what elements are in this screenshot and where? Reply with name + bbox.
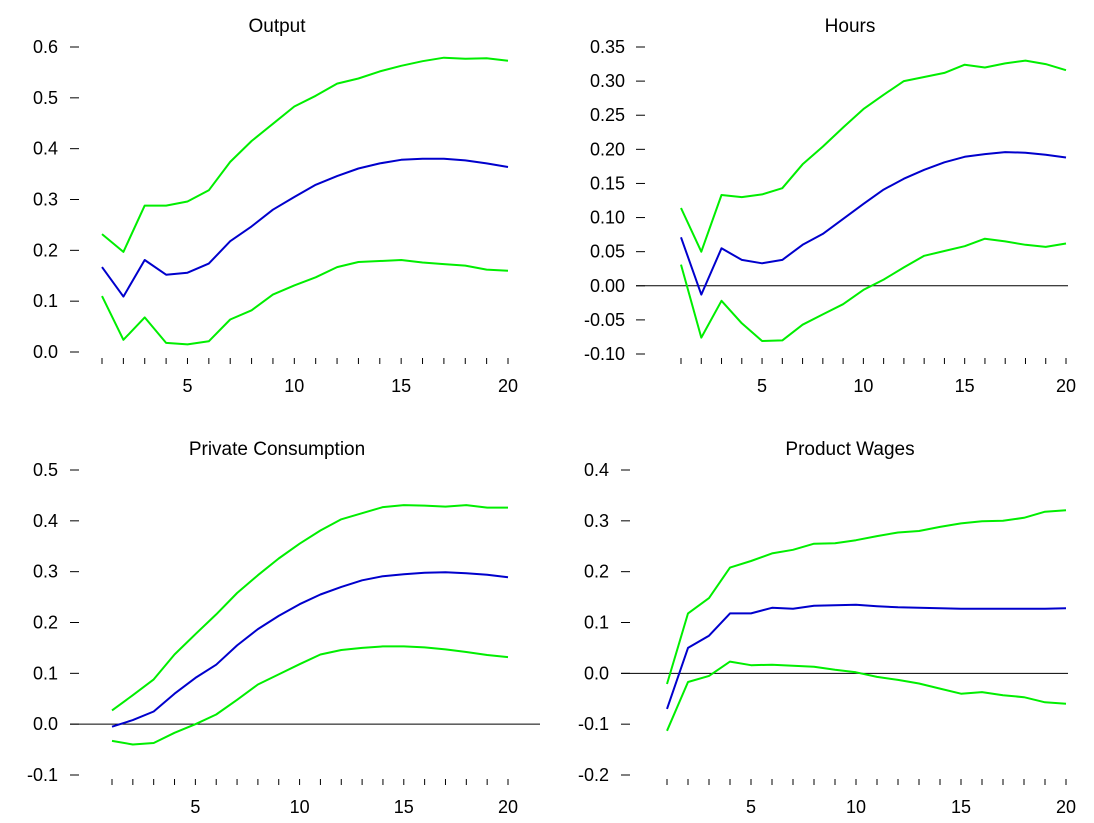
series-line-median <box>111 571 509 728</box>
x-tick-label: 20 <box>498 797 518 817</box>
y-tick-label: 0.1 <box>33 291 58 311</box>
y-tick-label: 0.10 <box>590 208 625 228</box>
y-tick-label: -0.1 <box>27 765 58 785</box>
series-line-lower <box>101 259 509 346</box>
y-tick-label: 0.3 <box>33 190 58 210</box>
y-tick-label: -0.05 <box>584 310 625 330</box>
x-tick-label: 20 <box>1056 376 1076 396</box>
x-tick-label: 10 <box>290 797 310 817</box>
y-tick-label: 0.2 <box>584 562 609 582</box>
x-tick-label: 10 <box>846 797 866 817</box>
series-line-upper <box>101 56 509 253</box>
x-tick-label: 5 <box>757 376 767 396</box>
x-tick-label: 5 <box>190 797 200 817</box>
y-tick-label: 0.15 <box>590 173 625 193</box>
y-tick-label: 0.4 <box>584 460 609 480</box>
x-tick-label: 5 <box>746 797 756 817</box>
x-tick-label: 15 <box>951 797 971 817</box>
y-tick-label: 0.1 <box>584 613 609 633</box>
series-line-median <box>666 603 1067 710</box>
x-tick-label: 15 <box>391 376 411 396</box>
series-line-median <box>101 157 509 298</box>
x-tick-label: 15 <box>955 376 975 396</box>
panel-title: Output <box>248 16 306 37</box>
y-tick-label: 0.0 <box>33 714 58 734</box>
y-tick-label: 0.2 <box>33 613 58 633</box>
y-tick-label: 0.6 <box>33 37 58 57</box>
panel-title: Product Wages <box>785 439 914 460</box>
y-tick-label: 0.5 <box>33 88 58 108</box>
y-tick-label: 0.2 <box>33 240 58 260</box>
y-tick-label: 0.35 <box>590 37 625 57</box>
x-tick-label: 20 <box>1056 797 1076 817</box>
series-line-median <box>680 151 1067 296</box>
y-tick-label: 0.4 <box>33 511 58 531</box>
panel-title: Private Consumption <box>189 439 365 460</box>
y-tick-label: 0.5 <box>33 460 58 480</box>
y-tick-label: 0.20 <box>590 139 625 159</box>
x-tick-label: 15 <box>394 797 414 817</box>
panel-1: Output 0.0 0.1 0.2 0.3 0.4 0.5 0.6 5 10 15 20 <box>33 16 518 396</box>
y-tick-label: 0.25 <box>590 105 625 125</box>
y-tick-label: 0.0 <box>584 663 609 683</box>
y-tick-label: 0.3 <box>33 562 58 582</box>
y-tick-label: 0.00 <box>590 276 625 296</box>
series-line-lower <box>666 660 1067 732</box>
x-tick-label: 20 <box>498 376 518 396</box>
series-line-lower <box>680 237 1067 342</box>
y-tick-label: 0.1 <box>33 663 58 683</box>
series-line-upper <box>666 509 1067 685</box>
y-tick-label: 0.05 <box>590 242 625 262</box>
panel-4: Product Wages -0.2 -0.1 0.0 0.1 0.2 0.3 0.4 5 10 1… <box>578 439 1076 817</box>
x-tick-label: 5 <box>182 376 192 396</box>
series-line-upper <box>111 504 508 712</box>
y-tick-label: 0.30 <box>590 71 625 91</box>
panel-2: Hours -0.10 -0.05 0.00 0.05 0.10 0.15 0.20 0.25 0… <box>584 16 1076 396</box>
x-tick-label: 10 <box>853 376 873 396</box>
y-tick-label: -0.2 <box>578 765 609 785</box>
panel-3: Private Consumption -0.1 0.0 0.1 0.2 0.3 0.4 0.… <box>27 439 540 817</box>
y-tick-label: 0.4 <box>33 139 58 159</box>
x-tick-label: 10 <box>284 376 304 396</box>
y-tick-label: 0.3 <box>584 511 609 531</box>
y-tick-label: -0.1 <box>578 714 609 734</box>
series-line-lower <box>111 645 509 746</box>
series-line-upper <box>680 59 1067 253</box>
panel-title: Hours <box>825 16 876 37</box>
y-tick-label: -0.10 <box>584 344 625 364</box>
y-tick-label: 0.0 <box>33 342 58 362</box>
